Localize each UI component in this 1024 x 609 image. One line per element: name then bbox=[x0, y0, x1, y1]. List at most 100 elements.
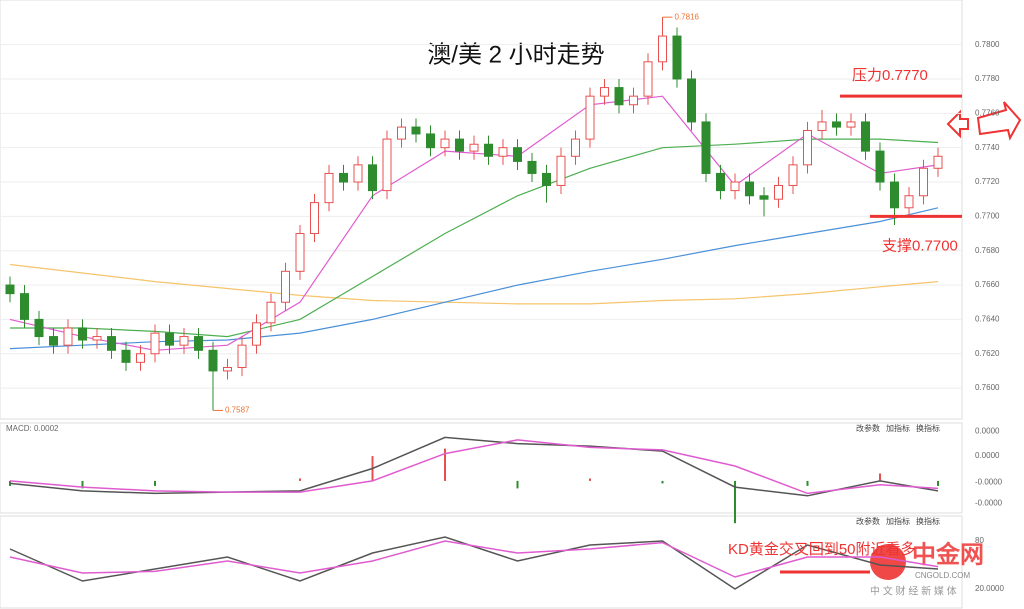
candle-body bbox=[150, 332, 160, 355]
y-tick-label: 0.0000 bbox=[975, 451, 1000, 460]
candle-body bbox=[629, 95, 638, 106]
y-tick-label: 0.7620 bbox=[975, 349, 1000, 358]
candle-body bbox=[513, 147, 522, 162]
candle-body bbox=[730, 181, 740, 192]
candle-body bbox=[252, 322, 261, 346]
watermark-slogan: 中 文 财 经 新 媒 体 bbox=[870, 585, 957, 598]
y-tick-label: 0.7600 bbox=[975, 383, 1000, 392]
arrow-icon bbox=[946, 109, 969, 139]
candle-body bbox=[237, 344, 247, 368]
candle-body bbox=[643, 61, 653, 97]
candle-body bbox=[861, 121, 870, 152]
kd-button[interactable]: 改参数 bbox=[856, 516, 880, 526]
candle-body bbox=[803, 130, 812, 166]
y-tick-label: 0.7760 bbox=[975, 108, 1000, 117]
candle-body bbox=[745, 181, 754, 197]
candle-body bbox=[817, 121, 827, 132]
candle-body bbox=[658, 35, 667, 63]
candle-body bbox=[5, 284, 15, 295]
candle-body bbox=[353, 164, 363, 183]
high-label: 0.7816 bbox=[675, 12, 700, 21]
kd-frame bbox=[0, 515, 963, 609]
y-tick-label: -0.0000 bbox=[975, 498, 1003, 507]
y-tick-label: 0.7720 bbox=[975, 177, 1000, 186]
macd-dea bbox=[9, 439, 939, 495]
candle-body bbox=[63, 327, 73, 346]
kd-button[interactable]: 换指标 bbox=[916, 516, 940, 526]
candle-body bbox=[585, 95, 595, 140]
macd-dif bbox=[9, 436, 939, 497]
candle-body bbox=[20, 293, 29, 320]
macd-button[interactable]: 改参数 bbox=[856, 423, 880, 433]
arrow-icon bbox=[976, 101, 1022, 141]
kd-d bbox=[9, 540, 939, 578]
resistance-label: 压力0.7770 bbox=[852, 67, 928, 84]
candle-body bbox=[324, 172, 334, 204]
candle-body bbox=[339, 172, 348, 183]
y-tick-label: 0.7660 bbox=[975, 280, 1000, 289]
y-tick-label: -0.0000 bbox=[975, 477, 1003, 486]
candle-body bbox=[179, 336, 189, 346]
macd-bar bbox=[516, 480, 519, 489]
candle-body bbox=[484, 143, 493, 157]
y-tick-label: 0.7700 bbox=[975, 211, 1000, 220]
y-tick-label: 0.7740 bbox=[975, 143, 1000, 152]
macd-bar bbox=[661, 480, 664, 484]
candle-body bbox=[121, 349, 131, 363]
y-tick-label: 0.7680 bbox=[975, 246, 1000, 255]
candle-body bbox=[571, 138, 580, 157]
candle-body bbox=[832, 121, 841, 128]
candle-body bbox=[281, 270, 290, 303]
candle-body bbox=[716, 172, 725, 192]
candle-body bbox=[759, 195, 769, 200]
kd-annotation: KD黄金交叉回到50附近看多 bbox=[728, 540, 916, 558]
candle-body bbox=[788, 164, 798, 186]
candle-body bbox=[426, 133, 435, 149]
y-tick-label: 0.7780 bbox=[975, 74, 1000, 83]
macd-button[interactable]: 换指标 bbox=[916, 423, 940, 433]
candle-body bbox=[875, 150, 885, 183]
macd-title: MACD: 0.0002 bbox=[6, 424, 59, 433]
candle-body bbox=[295, 233, 305, 272]
candle-body bbox=[455, 138, 464, 152]
kd-k bbox=[9, 536, 939, 590]
candle-body bbox=[78, 327, 87, 341]
candle-body bbox=[194, 336, 203, 351]
candle-body bbox=[368, 164, 377, 192]
candle-body bbox=[498, 147, 508, 157]
chart-title: 澳/美 2 小时走势 bbox=[427, 41, 604, 68]
support-label: 支撑0.7700 bbox=[882, 237, 958, 254]
ma-line bbox=[9, 95, 939, 351]
candle-body bbox=[382, 138, 392, 192]
candle-body bbox=[107, 336, 116, 351]
candle-body bbox=[266, 301, 276, 324]
candle-body bbox=[600, 87, 609, 97]
candle-body bbox=[890, 181, 899, 209]
macd-frame bbox=[0, 422, 963, 514]
watermark-logo bbox=[870, 544, 906, 580]
kd-button[interactable]: 加指标 bbox=[886, 516, 910, 526]
candle-body bbox=[556, 155, 566, 186]
macd-bar bbox=[879, 473, 881, 481]
macd-bar bbox=[154, 480, 156, 486]
low-label: 0.7587 bbox=[225, 406, 250, 415]
macd-bar bbox=[806, 480, 809, 486]
candle-body bbox=[469, 143, 479, 152]
candle-body bbox=[397, 126, 406, 140]
candle-body bbox=[774, 184, 783, 200]
y-tick-label: 20.0000 bbox=[975, 584, 1004, 593]
candle-body bbox=[846, 121, 856, 128]
macd-bar bbox=[734, 480, 736, 524]
macd-button[interactable]: 加指标 bbox=[886, 423, 910, 433]
candle-body bbox=[208, 349, 218, 372]
macd-bar bbox=[937, 480, 939, 486]
candle-body bbox=[919, 167, 928, 197]
candle-body bbox=[136, 353, 145, 363]
y-tick-label: 0.7640 bbox=[975, 315, 1000, 324]
ma-line bbox=[10, 138, 939, 338]
ma-line bbox=[9, 263, 939, 305]
candle-body bbox=[92, 336, 102, 341]
macd-bar bbox=[299, 478, 301, 481]
candle-body bbox=[672, 35, 682, 80]
